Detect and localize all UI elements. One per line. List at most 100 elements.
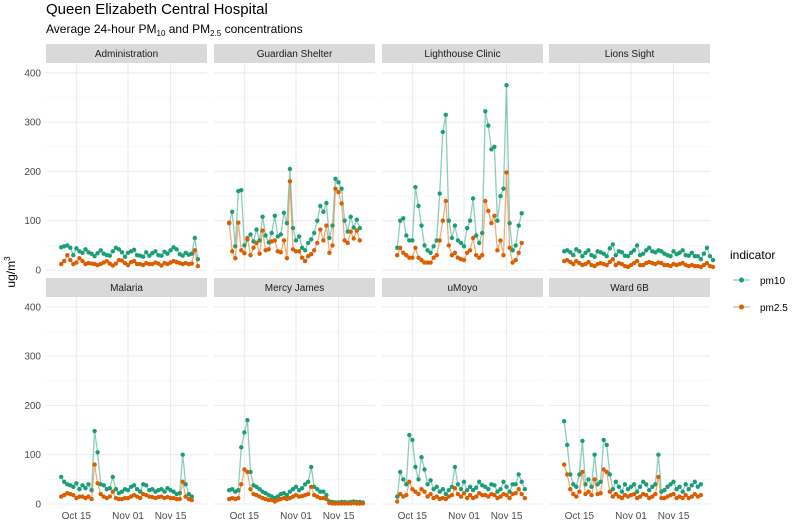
data-point-pm2-5 [239,248,244,253]
strip-lions-sight [549,44,710,63]
data-point-pm10 [410,437,415,443]
data-point-pm10 [306,240,311,246]
strip-label-ward-6b: Ward 6B [610,283,649,294]
data-point-pm10 [577,472,582,477]
data-point-pm10 [242,430,247,435]
data-point-pm10 [315,487,320,492]
data-point-pm2-5 [601,467,606,472]
data-point-pm10 [477,479,482,484]
x-tick-label: Oct 15 [565,511,595,522]
data-point-pm10 [425,248,430,253]
data-point-pm2-5 [74,260,79,265]
data-point-pm10 [162,489,167,494]
data-point-pm2-5 [507,495,512,501]
data-point-pm10 [354,217,359,222]
data-point-pm10 [662,488,667,493]
data-point-pm10 [680,248,685,253]
data-point-pm2-5 [586,259,591,265]
data-point-pm10 [192,235,197,241]
data-point-pm10 [77,487,82,492]
data-point-pm10 [131,483,137,488]
data-point-pm10 [131,247,137,252]
data-point-pm10 [467,484,473,489]
data-point-pm10 [159,253,164,258]
data-point-pm2-5 [61,258,67,264]
data-point-pm2-5 [586,489,591,494]
data-point-pm2-5 [416,255,421,260]
data-point-pm10 [470,196,476,201]
data-point-pm10 [483,109,488,114]
legend-label-pm10: pm10 [760,276,785,287]
data-point-pm10 [689,250,694,255]
data-point-pm2-5 [474,253,479,258]
data-point-pm2-5 [467,492,473,498]
data-point-pm2-5 [452,250,458,255]
data-point-pm2-5 [680,495,685,501]
y-tick-label: 300 [24,352,41,363]
data-point-pm2-5 [398,491,403,497]
y-tick-label: 300 [24,118,41,129]
data-point-pm10 [174,247,179,252]
data-point-pm2-5 [613,491,618,497]
y-tick-label: 100 [24,450,41,461]
data-point-pm10 [644,482,649,487]
data-point-pm10 [507,489,512,494]
data-point-pm2-5 [107,494,113,499]
data-point-pm2-5 [342,238,347,243]
data-point-pm10 [677,250,682,255]
data-point-pm10 [404,233,409,238]
y-tick-label: 0 [35,500,41,511]
data-point-pm2-5 [516,487,521,492]
data-point-pm10 [437,489,442,494]
data-point-pm2-5 [610,257,615,262]
data-point-pm2-5 [634,258,640,264]
data-point-pm2-5 [443,496,448,502]
data-point-pm10 [483,484,488,489]
data-point-pm10 [443,491,448,497]
series-line-pm10-ward-6b [563,421,702,494]
data-point-pm10 [180,452,185,457]
data-point-pm2-5 [470,235,476,241]
data-point-pm2-5 [92,462,97,467]
data-point-pm2-5 [492,492,497,498]
data-point-pm10 [641,251,646,256]
series-line-pm10-malaria [60,431,193,498]
data-point-pm2-5 [309,484,314,489]
data-point-pm10 [416,477,421,482]
series-line-pm2-5-malaria [60,464,193,501]
data-point-pm2-5 [698,492,704,498]
data-point-pm10 [61,479,67,484]
panels: Administration 0 100 200 300 400 Guardian Shel… [24,44,716,522]
x-tick-label: Oct 15 [230,511,260,522]
data-point-pm2-5 [239,482,244,487]
data-point-pm10 [449,235,455,241]
data-point-pm2-5 [413,489,418,494]
data-point-pm2-5 [522,495,527,501]
data-point-pm10 [272,213,277,218]
data-point-pm10 [628,484,634,489]
data-point-pm2-5 [477,255,482,260]
data-point-pm2-5 [455,491,461,497]
data-point-pm2-5 [443,198,448,204]
data-point-pm10 [513,243,518,248]
data-point-pm10 [686,487,691,492]
subtitle-suffix: concentrations [221,22,302,36]
data-point-pm2-5 [287,179,293,184]
data-point-pm2-5 [568,487,573,492]
data-point-pm10 [604,442,609,448]
data-point-pm2-5 [245,469,250,475]
data-point-pm2-5 [492,213,497,218]
data-point-pm10 [695,254,700,259]
data-point-pm2-5 [489,221,494,226]
data-point-pm10 [71,253,76,258]
y-tick-label: 0 [35,266,41,277]
data-point-pm10 [659,249,664,254]
data-point-pm10 [607,246,612,251]
data-point-pm10 [698,482,704,487]
data-point-pm10 [458,240,464,246]
data-point-pm10 [333,176,338,181]
strip-label-mercy-james: Mercy James [265,283,324,294]
data-point-pm10 [431,487,436,492]
data-point-pm2-5 [461,257,467,263]
data-point-pm10 [634,489,640,494]
